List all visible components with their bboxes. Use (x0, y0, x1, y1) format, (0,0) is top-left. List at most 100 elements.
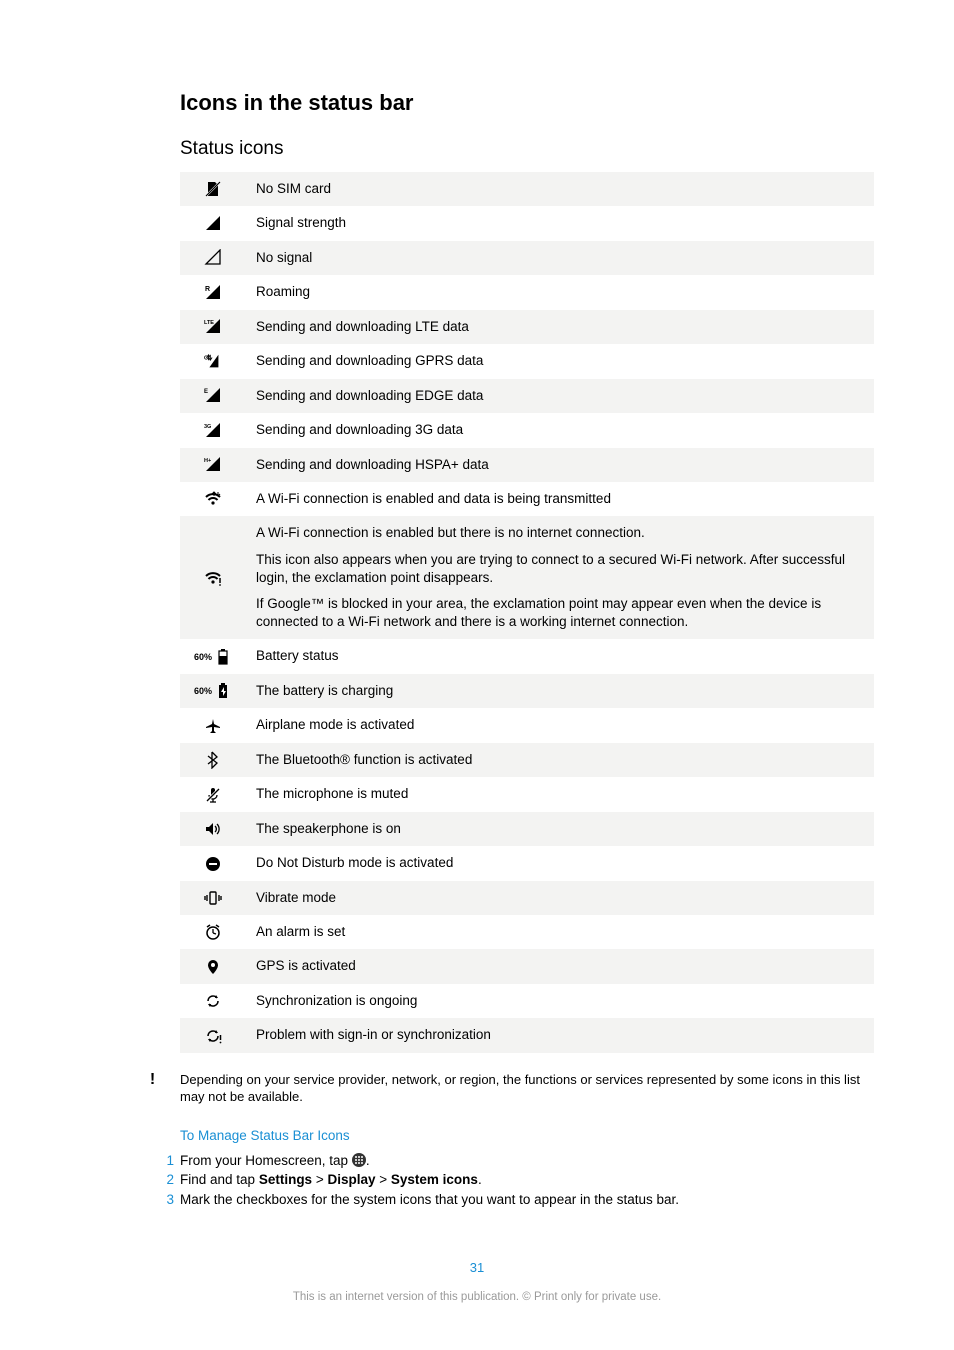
status-icon-description: Battery status (246, 639, 874, 673)
description-text: This icon also appears when you are tryi… (256, 551, 864, 587)
description-text: The battery is charging (256, 682, 864, 700)
description-text: Sending and downloading EDGE data (256, 387, 864, 405)
svg-text:3G: 3G (204, 424, 211, 430)
status-icon-description: Airplane mode is activated (246, 708, 874, 742)
status-icon-row: G Sending and downloading GPRS data (180, 344, 874, 378)
status-icon-description: No SIM card (246, 172, 874, 206)
wifi-icon (204, 490, 222, 508)
steps-list: From your Homescreen, tap .Find and tap … (180, 1151, 874, 1210)
mic-mute-icon (204, 786, 222, 804)
status-icon-cell (180, 915, 246, 949)
status-icon-cell (180, 241, 246, 275)
battery-percent-label: 60% (194, 651, 212, 663)
description-text: An alarm is set (256, 923, 864, 941)
svg-text:R: R (205, 286, 210, 293)
warning-icon: ! (125, 1071, 180, 1106)
status-icon-row: H+ Sending and downloading HSPA+ data (180, 448, 874, 482)
description-text: Roaming (256, 283, 864, 301)
gprs-icon: G (204, 353, 222, 371)
subsection-title: Status icons (180, 138, 874, 160)
description-text: The Bluetooth® function is activated (256, 751, 864, 769)
description-text: The microphone is muted (256, 785, 864, 803)
status-icon-cell: 60% (180, 639, 246, 673)
status-icon-row: 60% The battery is charging (180, 674, 874, 708)
description-text: If Google™ is blocked in your area, the … (256, 595, 864, 631)
gps-icon (204, 958, 222, 976)
lte-icon: LTE (204, 318, 222, 336)
status-icon-row: 3G Sending and downloading 3G data (180, 413, 874, 447)
status-icon-description: The battery is charging (246, 674, 874, 708)
status-icon-cell: 60% (180, 674, 246, 708)
status-icon-row: GPS is activated (180, 949, 874, 983)
sync-icon (204, 992, 222, 1010)
status-icon-cell (180, 881, 246, 915)
status-icon-row: Problem with sign-in or synchronization (180, 1018, 874, 1052)
manage-status-bar-icons-title: To Manage Status Bar Icons (180, 1128, 874, 1143)
description-text: No signal (256, 249, 864, 267)
dnd-icon (204, 855, 222, 873)
description-text: A Wi-Fi connection is enabled and data i… (256, 490, 864, 508)
status-icon-cell: H+ (180, 448, 246, 482)
status-icon-cell (180, 516, 246, 639)
speaker-icon (204, 820, 222, 838)
section-title: Icons in the status bar (180, 90, 874, 116)
svg-text:E: E (204, 389, 208, 395)
status-icon-row: The speakerphone is on (180, 812, 874, 846)
status-icon-description: A Wi-Fi connection is enabled and data i… (246, 482, 874, 516)
status-icon-row: No signal (180, 241, 874, 275)
status-icon-row: Do Not Disturb mode is activated (180, 846, 874, 880)
bold-label: Display (327, 1172, 375, 1187)
status-icon-description: Sending and downloading EDGE data (246, 379, 874, 413)
description-text: The speakerphone is on (256, 820, 864, 838)
status-icon-row: Signal strength (180, 206, 874, 240)
status-icon-cell (180, 708, 246, 742)
status-icon-cell (180, 777, 246, 811)
status-icon-row: LTE Sending and downloading LTE data (180, 310, 874, 344)
roaming-icon: R (204, 284, 222, 302)
status-icon-cell (180, 172, 246, 206)
no-signal-icon (204, 249, 222, 267)
status-icon-description: A Wi-Fi connection is enabled but there … (246, 516, 874, 639)
status-icon-cell (180, 949, 246, 983)
bold-label: System icons (391, 1172, 478, 1187)
page-number: 31 (60, 1260, 894, 1275)
status-icon-row: A Wi-Fi connection is enabled but there … (180, 516, 874, 639)
description-text: Sending and downloading HSPA+ data (256, 456, 864, 474)
status-icon-cell: LTE (180, 310, 246, 344)
status-icon-description: Sending and downloading GPRS data (246, 344, 874, 378)
vibrate-icon (204, 889, 222, 907)
signal-icon (204, 215, 222, 233)
status-icon-cell (180, 812, 246, 846)
step-item: Find and tap Settings > Display > System… (152, 1170, 874, 1190)
svg-text:H+: H+ (204, 458, 211, 464)
description-text: Synchronization is ongoing (256, 992, 864, 1010)
status-icon-row: Vibrate mode (180, 881, 874, 915)
status-icon-description: GPS is activated (246, 949, 874, 983)
note-text: Depending on your service provider, netw… (180, 1071, 874, 1106)
step-item: From your Homescreen, tap . (152, 1151, 874, 1171)
status-icon-cell: G (180, 344, 246, 378)
status-icons-table: No SIM card Signal strength No signal R Roam… (180, 172, 874, 1053)
status-icon-row: A Wi-Fi connection is enabled and data i… (180, 482, 874, 516)
status-icon-row: 60% Battery status (180, 639, 874, 673)
description-text: Signal strength (256, 214, 864, 232)
status-icon-row: The Bluetooth® function is activated (180, 743, 874, 777)
description-text: Do Not Disturb mode is activated (256, 854, 864, 872)
status-icon-description: No signal (246, 241, 874, 275)
description-text: A Wi-Fi connection is enabled but there … (256, 524, 864, 542)
status-icon-row: R Roaming (180, 275, 874, 309)
status-icon-description: Vibrate mode (246, 881, 874, 915)
status-icon-row: An alarm is set (180, 915, 874, 949)
battery-percent-label: 60% (194, 685, 212, 697)
hspa-icon: H+ (204, 456, 222, 474)
no-sim-icon (204, 180, 222, 198)
status-icon-description: The speakerphone is on (246, 812, 874, 846)
sync-excl-icon (204, 1027, 222, 1045)
description-text: Battery status (256, 647, 864, 665)
availability-note: ! Depending on your service provider, ne… (125, 1071, 874, 1106)
status-icon-cell: E (180, 379, 246, 413)
status-icon-description: Signal strength (246, 206, 874, 240)
description-text: Sending and downloading LTE data (256, 318, 864, 336)
status-icon-description: Sending and downloading 3G data (246, 413, 874, 447)
status-icon-row: Synchronization is ongoing (180, 984, 874, 1018)
